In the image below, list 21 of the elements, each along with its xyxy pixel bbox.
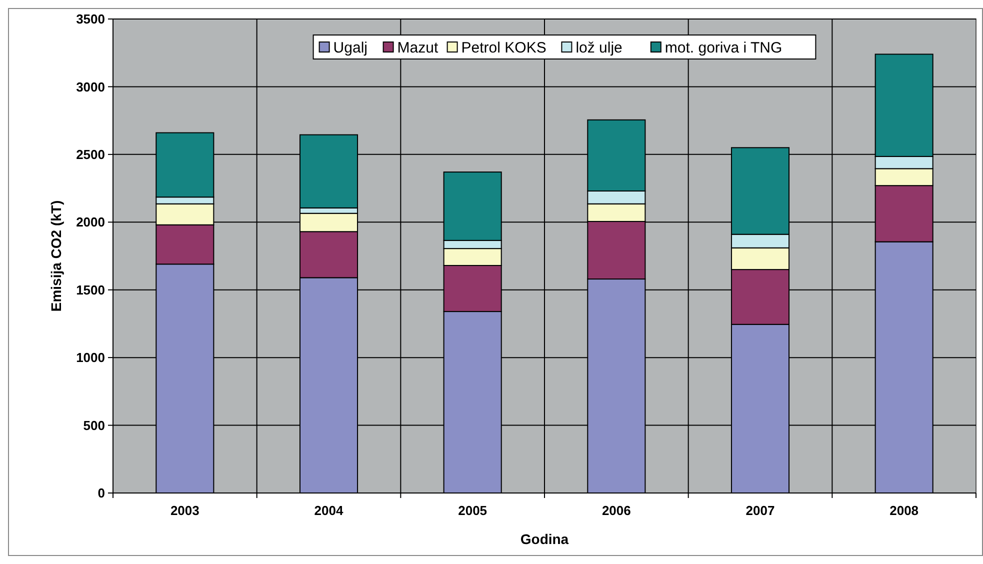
x-axis-title: Godina: [520, 531, 569, 547]
y-tick-label: 0: [98, 486, 105, 501]
legend-label: lož ulje: [576, 39, 622, 56]
y-tick-label: 3000: [76, 79, 105, 94]
y-tick-label: 3500: [76, 12, 105, 27]
y-axis-title: Emisija CO2 (kT): [48, 200, 64, 312]
x-tick-label: 2005: [458, 503, 488, 518]
y-tick-label: 500: [83, 418, 105, 433]
x-tick-label: 2006: [602, 503, 631, 518]
y-tick-label: 1500: [76, 282, 105, 298]
legend-label: Petrol KOKS: [461, 39, 546, 56]
y-tick-label: 1000: [76, 350, 105, 366]
x-tick-label: 2007: [746, 503, 775, 518]
legend-label: Mazut: [397, 39, 439, 56]
y-tick-label: 2000: [76, 214, 105, 230]
legend-label: mot. goriva i TNG: [664, 39, 782, 56]
x-tick-label: 2004: [314, 503, 344, 518]
x-tick-label: 2003: [170, 503, 200, 518]
x-tick-label: 2008: [890, 503, 919, 518]
legend-label: Ugalj: [333, 39, 368, 56]
y-tick-label: 2500: [76, 146, 105, 162]
